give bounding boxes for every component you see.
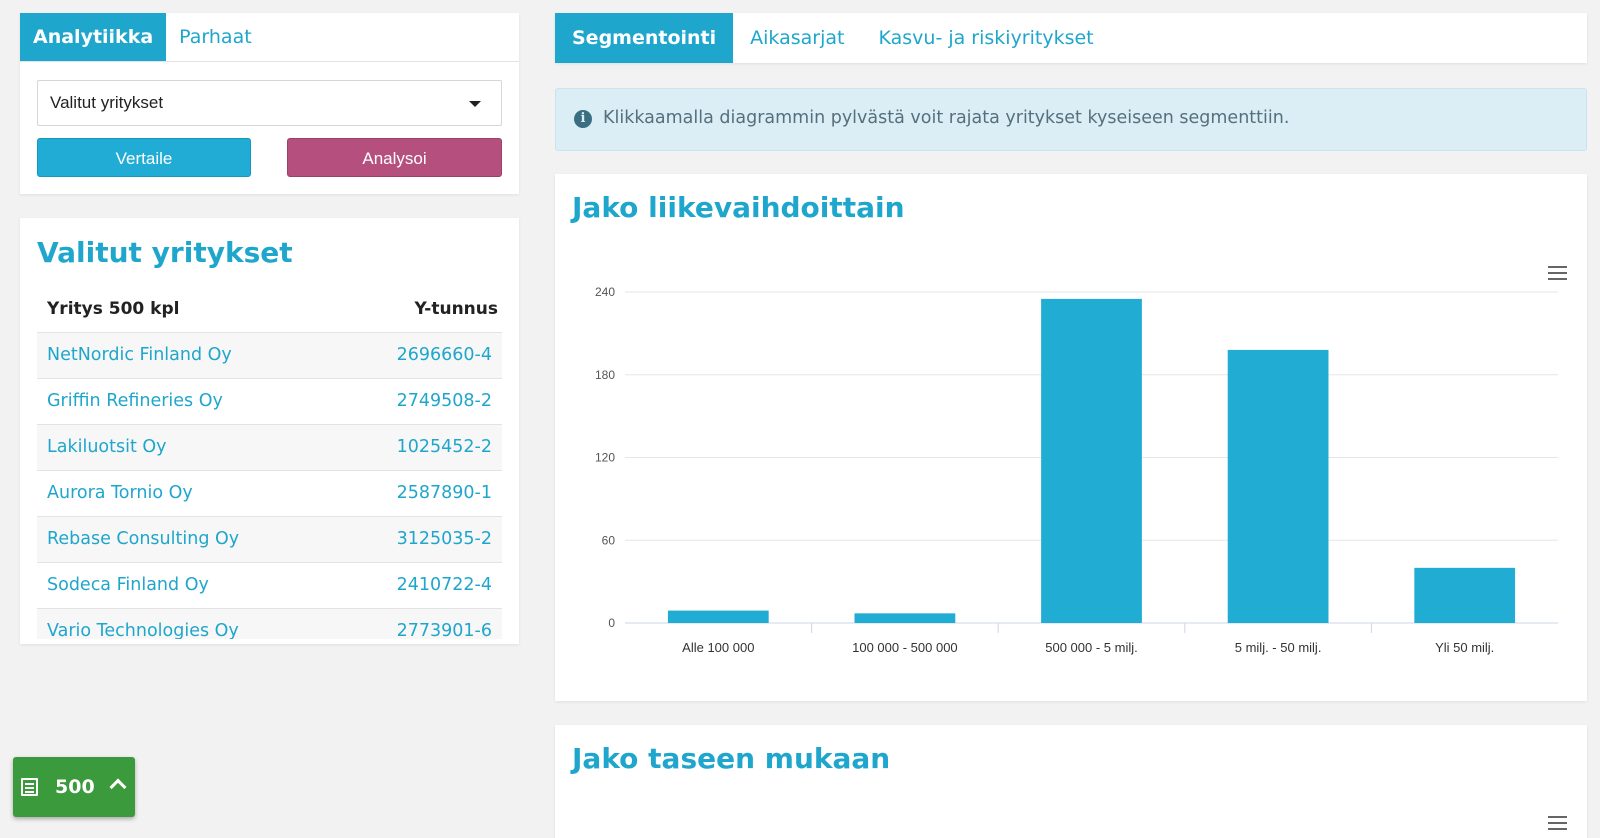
x-tick-label: 500 000 - 5 milj.	[1045, 640, 1138, 655]
company-group-select-value: Valitut yritykset	[50, 93, 164, 112]
chart-bar[interactable]	[854, 613, 956, 623]
selected-companies-title: Valitut yritykset	[37, 236, 293, 269]
company-link[interactable]: NetNordic Finland Oy	[47, 345, 232, 365]
tab-analytiikka[interactable]: Analytiikka	[20, 13, 167, 61]
tab-aikasarjat[interactable]: Aikasarjat	[750, 27, 845, 49]
chart-bar[interactable]	[1041, 298, 1142, 623]
chevron-up-icon	[109, 778, 127, 796]
business-id: 2587890-1	[396, 483, 492, 503]
selected-companies-panel: Valitut yritykset Yritys 500 kpl Y-tunnu…	[20, 218, 519, 644]
spreadsheet-icon	[21, 778, 38, 796]
tab-parhaat[interactable]: Parhaat	[179, 26, 252, 48]
selection-counter-button[interactable]: 500	[13, 757, 135, 817]
chart-menu-icon[interactable]	[1548, 266, 1567, 280]
left-tabs: Analytiikka Parhaat	[20, 13, 519, 62]
business-id: 2749508-2	[396, 391, 492, 411]
chevron-down-icon	[469, 101, 481, 107]
business-id: 2773901-6	[396, 621, 492, 639]
column-header-company[interactable]: Yritys 500 kpl	[47, 299, 180, 319]
tab-kasvu-riskiyritykset[interactable]: Kasvu- ja riskiyritykset	[878, 27, 1094, 49]
companies-table-body[interactable]: NetNordic Finland Oy 2696660-4 Griffin Re…	[37, 333, 502, 639]
tab-segmentointi[interactable]: Segmentointi	[555, 13, 734, 63]
info-icon: i	[574, 110, 592, 128]
revenue-bar-chart: 0 60 120 180 240 Alle 100 000 100 000 - 500 00…	[595, 285, 1558, 655]
chart-menu-icon[interactable]	[1548, 816, 1567, 830]
table-row: Aurora Tornio Oy 2587890-1	[37, 471, 502, 517]
x-tick-label: Yli 50 milj.	[1435, 640, 1494, 655]
company-selection-panel: Analytiikka Parhaat Valitut yritykset Ve…	[20, 13, 519, 194]
y-tick-label: 60	[602, 533, 616, 547]
y-tick-label: 180	[595, 368, 615, 382]
company-link[interactable]: Rebase Consulting Oy	[47, 529, 240, 549]
chart-title: Jako liikevaihdoittain	[572, 191, 905, 224]
company-link[interactable]: Griffin Refineries Oy	[47, 391, 223, 411]
companies-table-header: Yritys 500 kpl Y-tunnus	[37, 288, 502, 333]
x-tick-label: 100 000 - 500 000	[852, 640, 958, 655]
company-link[interactable]: Vario Technologies Oy	[47, 621, 239, 639]
chart-bar[interactable]	[1414, 567, 1516, 623]
business-id: 1025452-2	[396, 437, 492, 457]
chart-bar[interactable]	[667, 610, 769, 623]
y-tick-label: 0	[608, 616, 615, 630]
company-link[interactable]: Sodeca Finland Oy	[47, 575, 209, 595]
selection-count: 500	[55, 776, 95, 798]
table-row: Vario Technologies Oy 2773901-6	[37, 609, 502, 639]
table-row: Rebase Consulting Oy 3125035-2	[37, 517, 502, 563]
y-tick-label: 120	[595, 451, 615, 465]
business-id: 3125035-2	[396, 529, 492, 549]
analysis-tabs: Segmentointi Aikasarjat Kasvu- ja riskiy…	[555, 13, 1587, 63]
table-row: Sodeca Finland Oy 2410722-4	[37, 563, 502, 609]
table-row: Griffin Refineries Oy 2749508-2	[37, 379, 502, 425]
x-tick-label: 5 milj. - 50 milj.	[1235, 640, 1322, 655]
chart-bar[interactable]	[1227, 349, 1329, 623]
table-row: Lakiluotsit Oy 1025452-2	[37, 425, 502, 471]
company-link[interactable]: Lakiluotsit Oy	[47, 437, 167, 457]
info-alert: i Klikkaamalla diagrammin pylvästä voit …	[555, 88, 1587, 151]
balance-distribution-card: Jako taseen mukaan	[555, 725, 1587, 838]
company-link[interactable]: Aurora Tornio Oy	[47, 483, 193, 503]
revenue-distribution-card: Jako liikevaihdoittain 0 60 120 180 240 Alle …	[555, 174, 1587, 701]
business-id: 2696660-4	[396, 345, 492, 365]
table-row: NetNordic Finland Oy 2696660-4	[37, 333, 502, 379]
business-id: 2410722-4	[396, 575, 492, 595]
x-tick-label: Alle 100 000	[682, 640, 754, 655]
company-group-select[interactable]: Valitut yritykset	[37, 80, 502, 126]
compare-button[interactable]: Vertaile	[37, 138, 251, 177]
y-tick-label: 240	[595, 285, 615, 299]
column-header-business-id[interactable]: Y-tunnus	[414, 299, 498, 319]
info-text: Klikkaamalla diagrammin pylvästä voit ra…	[603, 108, 1290, 128]
analyse-button[interactable]: Analysoi	[287, 138, 502, 177]
chart-title: Jako taseen mukaan	[572, 742, 891, 775]
